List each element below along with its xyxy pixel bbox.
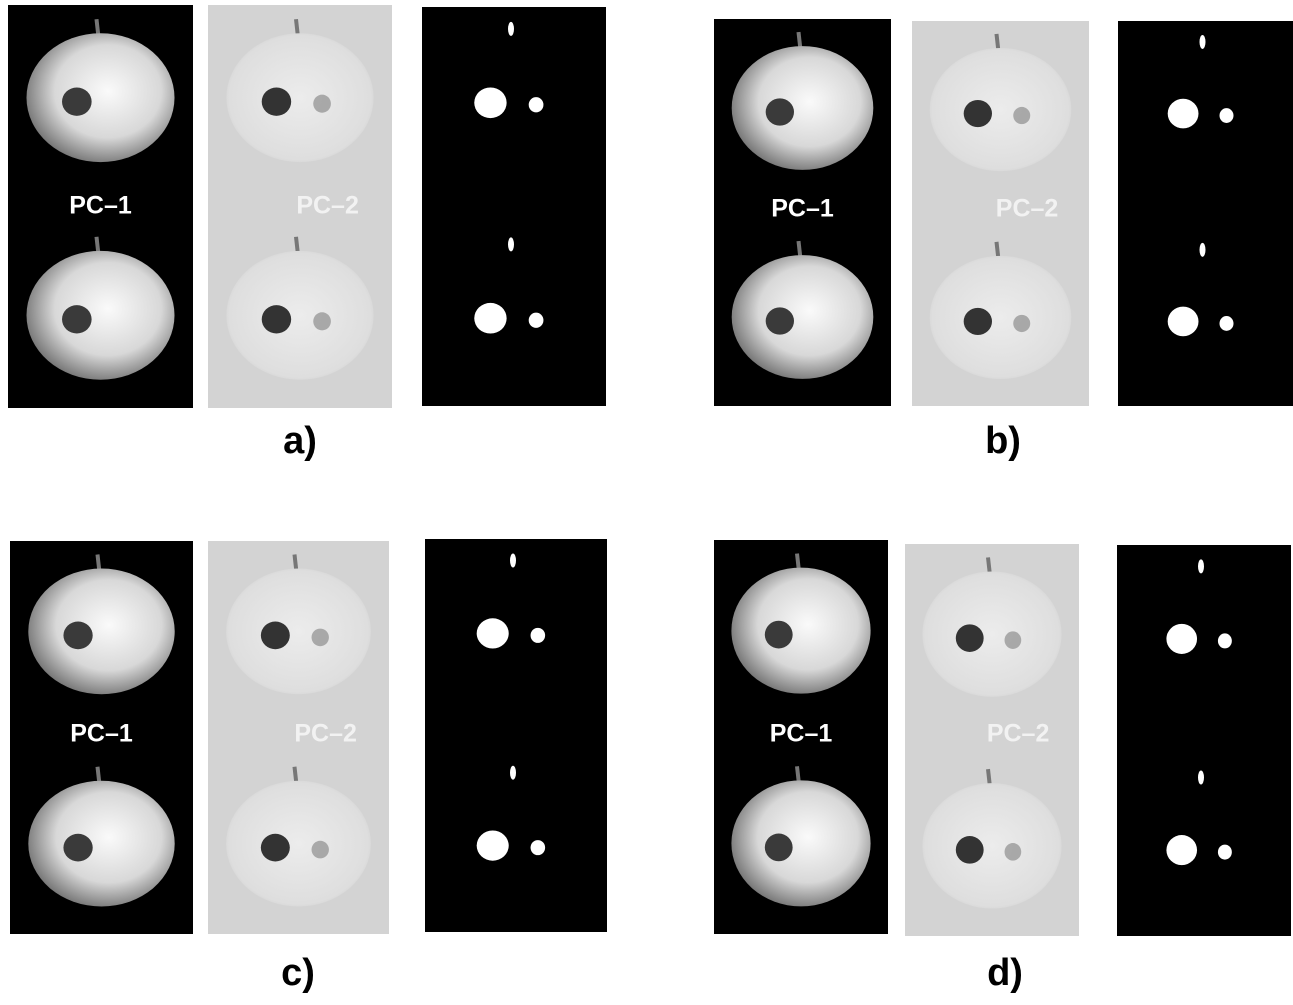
apple — [930, 48, 1072, 171]
apple-defect-minor — [1005, 843, 1022, 861]
defect-mask — [477, 831, 509, 861]
apple-defect-minor — [1005, 631, 1022, 649]
apple-defect — [956, 836, 984, 864]
apple-defect — [62, 88, 92, 116]
defect-mask — [477, 618, 509, 648]
defect-mask-minor — [1218, 845, 1232, 860]
stem-mask — [1200, 243, 1206, 257]
apple — [922, 783, 1061, 908]
apple — [27, 251, 175, 380]
apple-defect-minor — [312, 841, 329, 859]
apple-defect — [766, 307, 794, 334]
apple-defect-minor — [312, 629, 329, 647]
defect-mask — [1166, 835, 1197, 865]
apple-defect-minor — [313, 312, 331, 330]
defect-mask-minor — [1218, 633, 1232, 648]
apple-defect — [262, 305, 291, 333]
pc1-label: PC–1 — [770, 720, 833, 748]
apple-defect — [964, 100, 992, 127]
figure: PC–1 PC–2 a) PC–1 PC–2 b) PC–1 PC–2 c) PC–1 PC–2 d) — [0, 0, 1293, 1005]
defect-mask — [474, 87, 506, 118]
defect-mask-minor — [1220, 316, 1234, 331]
stem-mask — [508, 22, 514, 36]
pc2-label: PC–2 — [294, 720, 357, 748]
pc1-label: PC–1 — [771, 195, 834, 223]
stem-mask — [1198, 559, 1204, 573]
apple-defect — [964, 308, 992, 335]
apple — [226, 781, 371, 907]
pc2-label: PC–2 — [996, 195, 1059, 223]
apple-defect — [63, 834, 92, 862]
binary-image — [1117, 545, 1291, 936]
pc1-label: PC–1 — [69, 192, 132, 220]
binary-image — [422, 7, 606, 406]
apple-defect — [261, 622, 290, 650]
apple-defect — [261, 834, 290, 862]
apple-defect — [63, 622, 92, 650]
defect-mask-minor — [529, 97, 544, 112]
defect-mask-minor — [529, 313, 544, 328]
pc2-label: PC–2 — [296, 192, 359, 220]
stem-mask — [1198, 771, 1204, 785]
defect-mask — [1168, 99, 1199, 129]
panel-caption: c) — [281, 952, 315, 994]
apple — [731, 780, 870, 906]
apple — [28, 569, 174, 695]
panel-caption: b) — [985, 420, 1021, 462]
apple-defect — [765, 621, 793, 649]
apple-defect — [262, 88, 291, 116]
defect-mask — [1166, 624, 1197, 654]
defect-mask-minor — [531, 840, 546, 855]
stem-mask — [510, 554, 516, 568]
panel-caption: a) — [283, 420, 317, 462]
apple-defect — [766, 98, 794, 125]
apple — [922, 571, 1061, 696]
defect-mask-minor — [531, 628, 546, 643]
panel-caption: d) — [987, 952, 1023, 994]
stem-mask — [1200, 35, 1206, 49]
apple-defect-minor — [1013, 315, 1030, 332]
apple — [226, 569, 371, 695]
apple-defect — [765, 834, 793, 862]
apple — [27, 33, 175, 162]
defect-mask — [474, 303, 506, 334]
apple — [732, 46, 874, 170]
apple — [226, 33, 373, 162]
apple-defect — [62, 305, 92, 333]
defect-mask — [1168, 307, 1199, 337]
defect-mask-minor — [1220, 108, 1234, 123]
apple — [28, 781, 174, 907]
pc1-label: PC–1 — [70, 720, 133, 748]
apple-defect-minor — [1013, 107, 1030, 124]
apple — [732, 255, 874, 379]
binary-image — [425, 539, 607, 932]
pc2-label: PC–2 — [987, 720, 1050, 748]
apple-defect-minor — [313, 95, 331, 113]
binary-image — [1118, 21, 1293, 406]
apple — [731, 568, 870, 694]
stem-mask — [508, 237, 514, 251]
apple — [930, 256, 1072, 379]
stem-mask — [510, 766, 516, 780]
apple-defect — [956, 624, 984, 652]
apple — [226, 251, 373, 380]
